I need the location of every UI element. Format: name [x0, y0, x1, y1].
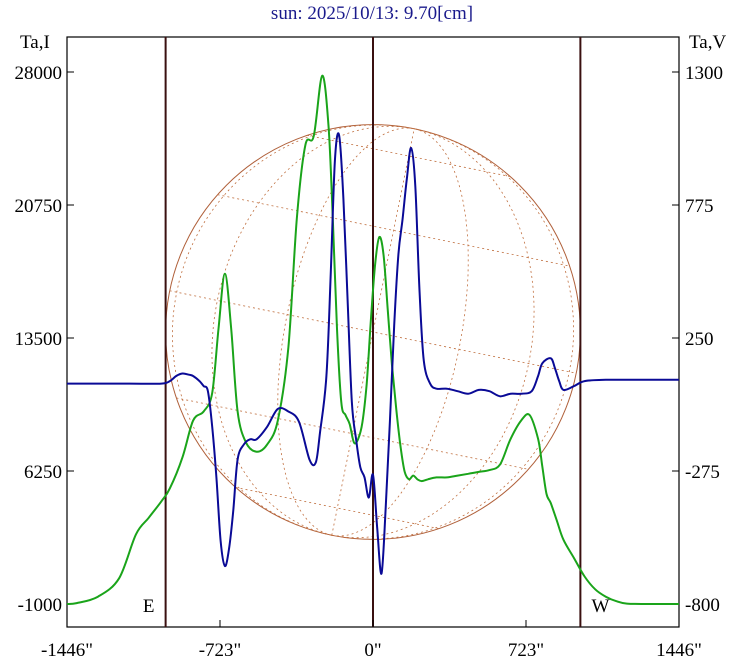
latitude-line: [235, 487, 439, 529]
series-line-intensity-i: [66, 74, 679, 606]
y-left-tick-label: -1000: [18, 595, 62, 616]
y-right-tick-label: -275: [685, 462, 720, 483]
series-layer: [66, 74, 679, 606]
y-right-tick-label: 250: [685, 329, 714, 350]
y-right-tick-label: -800: [685, 595, 720, 616]
limb-and-center-lines: [164, 37, 582, 627]
x-tick-label: 723": [508, 640, 544, 661]
longitude-line: [211, 125, 415, 536]
limb-label-w: W: [592, 596, 610, 617]
x-tick-label: 0": [364, 640, 381, 661]
longitude-line: [277, 127, 415, 536]
latitude-line: [176, 397, 529, 470]
x-tick-label: -1446": [41, 640, 93, 661]
y-right-tick-label: 1300: [685, 63, 723, 84]
longitude-line: [331, 128, 535, 539]
y-left-tick-label: 20750: [15, 196, 63, 217]
y-axis-left-label: Ta,I: [20, 32, 50, 53]
axis-ticks: -1446" -723" 0" 723" 1446" 28000 20750 13500 625…: [15, 63, 724, 661]
x-tick-label: -723": [199, 640, 242, 661]
y-left-tick-label: 13500: [15, 329, 63, 350]
longitude-line: [171, 124, 415, 536]
series-line-stokes-v: [67, 132, 679, 575]
latitude-line: [217, 194, 570, 267]
y-left-tick-label: 28000: [15, 63, 63, 84]
longitude-line: [331, 128, 575, 540]
chart-title: sun: 2025/10/13: 9.70[cm]: [271, 3, 473, 24]
y-left-tick-label: 6250: [24, 462, 62, 483]
y-axis-right-label: Ta,V: [689, 32, 726, 53]
y-right-tick-label: 775: [685, 196, 714, 217]
limb-label-e: E: [143, 596, 155, 617]
longitude-line: [331, 128, 469, 537]
x-tick-label: 1446": [656, 640, 702, 661]
